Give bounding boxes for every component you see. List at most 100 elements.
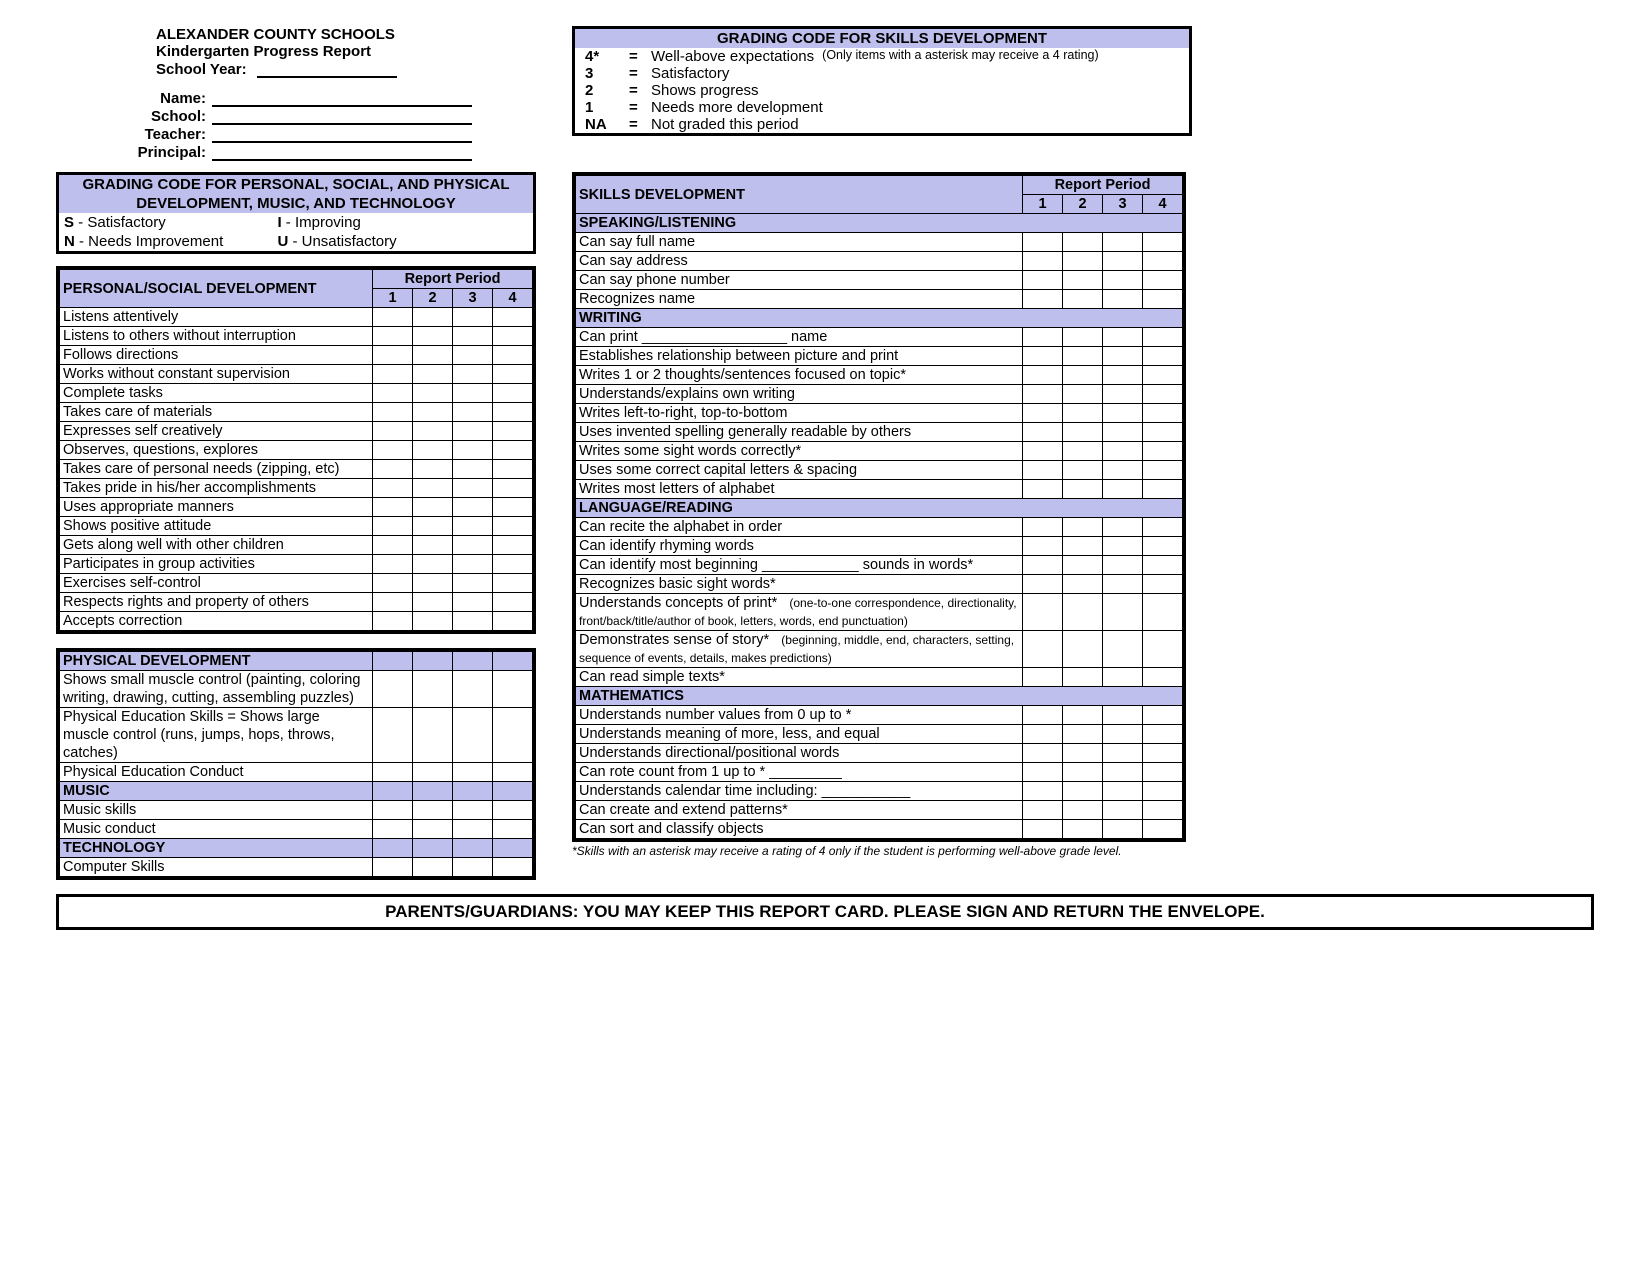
grade-cell[interactable] — [1143, 480, 1183, 499]
grade-cell[interactable] — [1023, 820, 1063, 839]
grade-cell[interactable] — [1023, 782, 1063, 801]
grade-cell[interactable] — [1063, 366, 1103, 385]
grade-cell[interactable] — [373, 801, 413, 820]
grade-cell[interactable] — [373, 574, 413, 593]
grade-cell[interactable] — [413, 441, 453, 460]
grade-cell[interactable] — [1143, 442, 1183, 461]
grade-cell[interactable] — [1103, 668, 1143, 687]
grade-cell[interactable] — [1023, 556, 1063, 575]
grade-cell[interactable] — [1023, 233, 1063, 252]
grade-cell[interactable] — [413, 384, 453, 403]
grade-cell[interactable] — [493, 365, 533, 384]
grade-cell[interactable] — [1103, 480, 1143, 499]
grade-cell[interactable] — [1103, 556, 1143, 575]
grade-cell[interactable] — [493, 612, 533, 631]
grade-cell[interactable] — [373, 498, 413, 517]
grade-cell[interactable] — [1143, 744, 1183, 763]
grade-cell[interactable] — [1063, 233, 1103, 252]
grade-cell[interactable] — [453, 403, 493, 422]
grade-cell[interactable] — [493, 801, 533, 820]
grade-cell[interactable] — [413, 365, 453, 384]
grade-cell[interactable] — [413, 308, 453, 327]
grade-cell[interactable] — [453, 517, 493, 536]
grade-cell[interactable] — [1143, 706, 1183, 725]
grade-cell[interactable] — [1063, 271, 1103, 290]
grade-cell[interactable] — [1143, 233, 1183, 252]
grade-cell[interactable] — [1143, 725, 1183, 744]
grade-cell[interactable] — [1143, 518, 1183, 537]
grade-cell[interactable] — [413, 403, 453, 422]
grade-cell[interactable] — [493, 555, 533, 574]
grade-cell[interactable] — [1143, 404, 1183, 423]
grade-cell[interactable] — [493, 671, 533, 708]
principal-input[interactable] — [212, 145, 472, 161]
grade-cell[interactable] — [493, 820, 533, 839]
grade-cell[interactable] — [1023, 537, 1063, 556]
grade-cell[interactable] — [413, 708, 453, 763]
grade-cell[interactable] — [373, 422, 413, 441]
grade-cell[interactable] — [1103, 631, 1143, 668]
grade-cell[interactable] — [1063, 725, 1103, 744]
grade-cell[interactable] — [493, 422, 533, 441]
grade-cell[interactable] — [453, 327, 493, 346]
grade-cell[interactable] — [493, 384, 533, 403]
grade-cell[interactable] — [1103, 537, 1143, 556]
grade-cell[interactable] — [493, 403, 533, 422]
grade-cell[interactable] — [1023, 328, 1063, 347]
grade-cell[interactable] — [1143, 290, 1183, 309]
grade-cell[interactable] — [493, 460, 533, 479]
grade-cell[interactable] — [413, 763, 453, 782]
grade-cell[interactable] — [1063, 461, 1103, 480]
grade-cell[interactable] — [1023, 631, 1063, 668]
grade-cell[interactable] — [1023, 706, 1063, 725]
grade-cell[interactable] — [1023, 744, 1063, 763]
grade-cell[interactable] — [413, 612, 453, 631]
grade-cell[interactable] — [373, 555, 413, 574]
grade-cell[interactable] — [453, 763, 493, 782]
grade-cell[interactable] — [373, 403, 413, 422]
grade-cell[interactable] — [1023, 290, 1063, 309]
grade-cell[interactable] — [493, 708, 533, 763]
grade-cell[interactable] — [413, 801, 453, 820]
grade-cell[interactable] — [373, 820, 413, 839]
grade-cell[interactable] — [1063, 442, 1103, 461]
grade-cell[interactable] — [1023, 366, 1063, 385]
grade-cell[interactable] — [1063, 744, 1103, 763]
teacher-input[interactable] — [212, 127, 472, 143]
grade-cell[interactable] — [413, 517, 453, 536]
grade-cell[interactable] — [1063, 706, 1103, 725]
grade-cell[interactable] — [1023, 518, 1063, 537]
grade-cell[interactable] — [1103, 725, 1143, 744]
grade-cell[interactable] — [373, 327, 413, 346]
grade-cell[interactable] — [1103, 233, 1143, 252]
grade-cell[interactable] — [1143, 631, 1183, 668]
grade-cell[interactable] — [453, 498, 493, 517]
grade-cell[interactable] — [1063, 385, 1103, 404]
grade-cell[interactable] — [1023, 668, 1063, 687]
grade-cell[interactable] — [493, 517, 533, 536]
grade-cell[interactable] — [1143, 556, 1183, 575]
grade-cell[interactable] — [1143, 537, 1183, 556]
grade-cell[interactable] — [453, 555, 493, 574]
grade-cell[interactable] — [1063, 423, 1103, 442]
grade-cell[interactable] — [1063, 631, 1103, 668]
grade-cell[interactable] — [493, 593, 533, 612]
grade-cell[interactable] — [1143, 385, 1183, 404]
grade-cell[interactable] — [1063, 556, 1103, 575]
school-input[interactable] — [212, 109, 472, 125]
grade-cell[interactable] — [1143, 423, 1183, 442]
grade-cell[interactable] — [493, 327, 533, 346]
grade-cell[interactable] — [453, 858, 493, 877]
grade-cell[interactable] — [493, 536, 533, 555]
grade-cell[interactable] — [1103, 347, 1143, 366]
grade-cell[interactable] — [1103, 366, 1143, 385]
grade-cell[interactable] — [1023, 404, 1063, 423]
grade-cell[interactable] — [1103, 518, 1143, 537]
grade-cell[interactable] — [1103, 706, 1143, 725]
grade-cell[interactable] — [1063, 594, 1103, 631]
grade-cell[interactable] — [453, 801, 493, 820]
grade-cell[interactable] — [453, 422, 493, 441]
grade-cell[interactable] — [1103, 404, 1143, 423]
grade-cell[interactable] — [1063, 537, 1103, 556]
grade-cell[interactable] — [1023, 461, 1063, 480]
